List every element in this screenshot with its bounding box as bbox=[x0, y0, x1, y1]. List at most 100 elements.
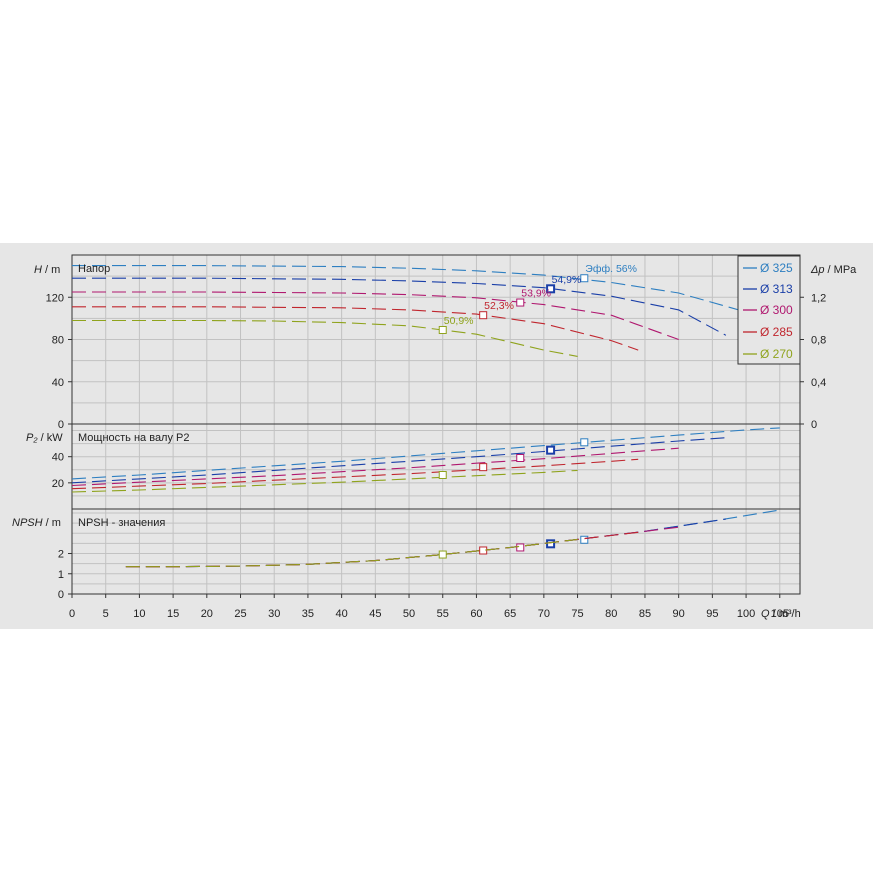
efficiency-label-0: Эфф. 56% bbox=[585, 263, 637, 275]
y2tick-label-2: 0,8 bbox=[811, 335, 826, 347]
ylabel-npsh-unit: / m bbox=[43, 517, 61, 529]
xtick-label-19: 95 bbox=[706, 608, 718, 620]
xtick-label-16: 80 bbox=[605, 608, 617, 620]
series-line-npsh-4 bbox=[125, 538, 578, 568]
panel-head: 0 40 80 120 0 0,4 0,8 1,2 Эфф. 56%54,9%53,9% 52,3… bbox=[46, 254, 826, 431]
panel-npsh: 0 1 2 bbox=[58, 508, 801, 601]
xlabel-unit: / m³/h bbox=[770, 608, 801, 620]
xtick-label-4: 20 bbox=[201, 608, 213, 620]
series-line-head-3 bbox=[72, 306, 639, 351]
legend-entry-2[interactable]: Ø 300 bbox=[743, 303, 793, 317]
duty-point-power-4 bbox=[438, 471, 447, 479]
y2tick-label-3: 1,2 bbox=[811, 292, 826, 304]
ytick-label-power-0: 20 bbox=[52, 478, 64, 490]
legend-label-2: Ø 300 bbox=[760, 303, 793, 317]
xtick-label-18: 90 bbox=[673, 608, 685, 620]
xtick-label-9: 45 bbox=[369, 608, 381, 620]
xtick-label-0: 0 bbox=[69, 608, 75, 620]
y2tick-label-1: 0,4 bbox=[811, 377, 826, 389]
xlabel: Q / m³/h bbox=[761, 608, 801, 620]
duty-point-power-0 bbox=[580, 438, 589, 447]
series-line-power-3 bbox=[71, 458, 639, 490]
xtick-label-15: 75 bbox=[571, 608, 583, 620]
legend-entry-1[interactable]: Ø 313 bbox=[743, 282, 793, 296]
ylabel-head-unit: / m bbox=[42, 264, 60, 276]
legend-entry-0[interactable]: Ø 325 bbox=[743, 261, 793, 275]
ylabel-power-symbol: P₂ bbox=[26, 432, 38, 444]
series-line-head-4 bbox=[72, 319, 578, 357]
duty-point-npsh-3 bbox=[479, 546, 488, 555]
duty-point-power-2 bbox=[516, 454, 525, 462]
plot-border-npsh bbox=[71, 508, 801, 595]
ylabel-head: H / m bbox=[34, 264, 60, 276]
ylabel-power-unit: / kW bbox=[38, 432, 64, 444]
xtick-label-14: 70 bbox=[538, 608, 550, 620]
ylabel-head-symbol: H bbox=[34, 264, 42, 276]
legend-entry-3[interactable]: Ø 285 bbox=[743, 325, 793, 339]
series-line-power-1 bbox=[71, 437, 726, 484]
efficiency-label-4: 50,9% bbox=[444, 315, 474, 327]
duty-point-head-0 bbox=[580, 274, 589, 283]
series-line-power-0 bbox=[71, 427, 780, 480]
xtick-label-21: 105 bbox=[771, 608, 789, 620]
panel-title-npsh: NPSH - значения bbox=[78, 517, 165, 529]
duty-point-power-1 bbox=[546, 445, 556, 455]
ylabel-npsh-symbol: NPSH bbox=[12, 517, 43, 529]
xlabel-symbol: Q bbox=[761, 608, 770, 620]
xtick-label-10: 50 bbox=[403, 608, 415, 620]
xtick-label-1: 5 bbox=[103, 608, 109, 620]
series-line-head-0 bbox=[72, 265, 787, 325]
efficiency-label-2: 53,9% bbox=[521, 288, 551, 300]
series-line-power-4 bbox=[71, 469, 578, 493]
efficiency-label-3: 52,3% bbox=[484, 300, 514, 312]
series-line-head-2 bbox=[72, 291, 679, 341]
duty-point-head-3 bbox=[479, 311, 488, 320]
ytick-label-npsh-1: 1 bbox=[58, 569, 64, 581]
duty-point-npsh-2 bbox=[516, 543, 525, 552]
y2label-head: Δp / MPa bbox=[810, 264, 857, 276]
legend-entry-4[interactable]: Ø 270 bbox=[743, 347, 793, 361]
efficiency-label-1: 54,9% bbox=[552, 274, 582, 286]
legend-label-0: Ø 325 bbox=[760, 261, 793, 275]
xtick-label-7: 35 bbox=[302, 608, 314, 620]
duty-point-head-1 bbox=[546, 284, 556, 294]
ytick-label-npsh-2: 2 bbox=[58, 549, 64, 561]
series-line-head-1 bbox=[72, 277, 727, 336]
xtick-label-13: 65 bbox=[504, 608, 516, 620]
y2tick-label-0: 0 bbox=[811, 419, 817, 431]
ylabel-npsh: NPSH / m bbox=[12, 517, 61, 529]
xtick-label-8: 40 bbox=[336, 608, 348, 620]
xtick-label-5: 25 bbox=[234, 608, 246, 620]
legend-label-4: Ø 270 bbox=[760, 347, 793, 361]
duty-point-npsh-1 bbox=[546, 539, 556, 549]
xtick-label-3: 15 bbox=[167, 608, 179, 620]
ytick-label-head-3: 120 bbox=[46, 292, 64, 304]
panel-title-power: Мощность на валу P2 bbox=[78, 432, 190, 444]
y2label-head-symbol: Δp bbox=[810, 264, 825, 276]
xtick-label-12: 60 bbox=[470, 608, 482, 620]
duty-point-power-3 bbox=[479, 463, 488, 472]
xtick-label-2: 10 bbox=[133, 608, 145, 620]
xtick-label-6: 30 bbox=[268, 608, 280, 620]
ytick-label-power-1: 40 bbox=[52, 452, 64, 464]
ytick-label-npsh-0: 0 bbox=[58, 589, 64, 601]
legend-label-1: Ø 313 bbox=[760, 282, 793, 296]
plot-area-npsh bbox=[72, 509, 800, 594]
xtick-label-20: 100 bbox=[737, 608, 755, 620]
ylabel-power: P₂ / kW bbox=[26, 432, 63, 444]
xtick-label-17: 85 bbox=[639, 608, 651, 620]
duty-point-npsh-4 bbox=[438, 550, 447, 559]
legend-label-3: Ø 285 bbox=[760, 325, 793, 339]
legend: Ø 325 Ø 313 Ø 300 Ø 285 Ø 270 bbox=[737, 255, 801, 365]
duty-point-head-4 bbox=[438, 325, 447, 334]
ytick-label-head-2: 80 bbox=[52, 335, 64, 347]
y2label-head-unit: / MPa bbox=[825, 264, 858, 276]
duty-point-head-2 bbox=[516, 298, 525, 307]
panel-title-head: Напор bbox=[78, 263, 110, 275]
duty-point-npsh-0 bbox=[580, 535, 589, 544]
ytick-label-head-0: 0 bbox=[58, 419, 64, 431]
